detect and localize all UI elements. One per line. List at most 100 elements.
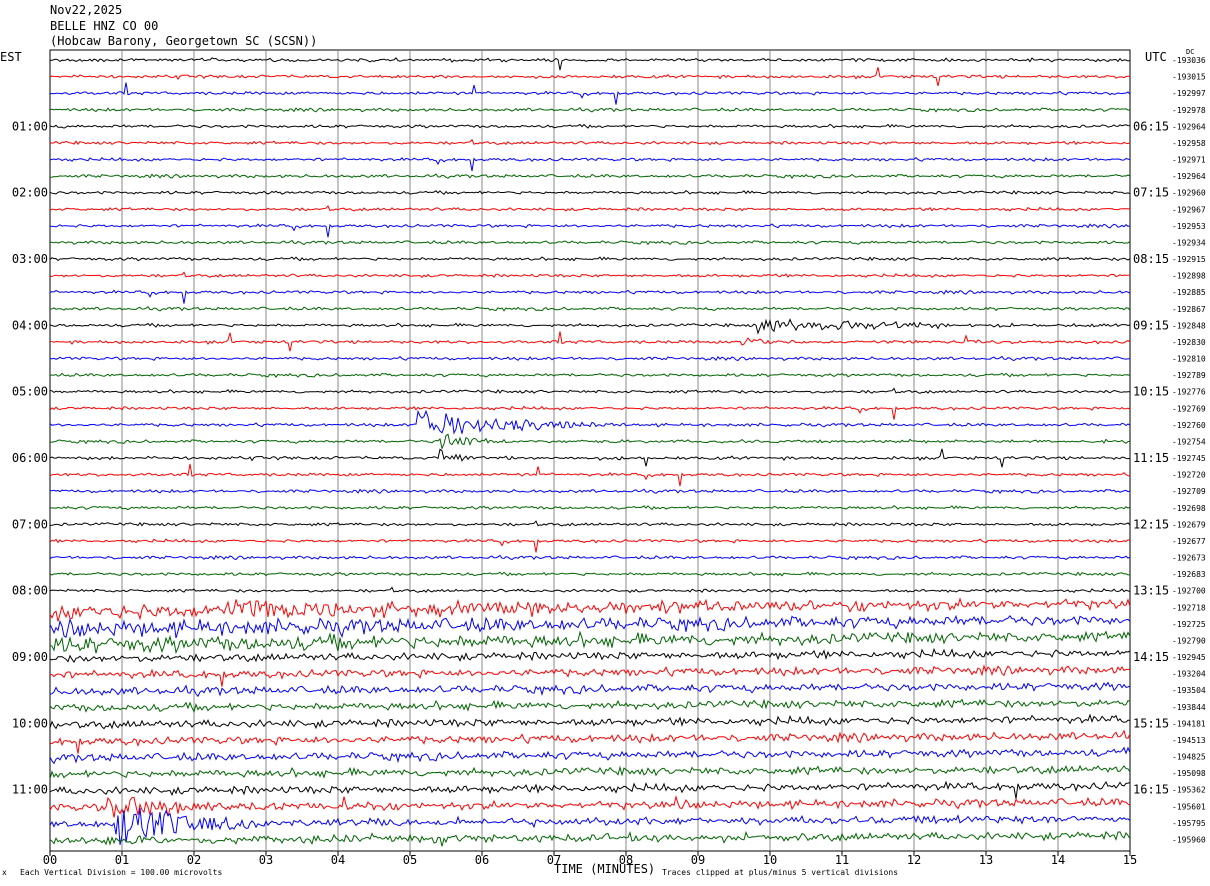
clip-note: Traces clipped at plus/minus 5 vertical … — [662, 868, 899, 877]
x-tick-label-14: 14 — [1051, 853, 1065, 867]
dc-offset-label-19: -192789 — [1172, 371, 1206, 380]
dc-offset-label-5: -192958 — [1172, 139, 1206, 148]
trace-25 — [49, 463, 1131, 487]
trace-38 — [49, 681, 1131, 698]
scale-note: Each Vertical Division = 100.00 microvol… — [20, 868, 223, 877]
trace-47 — [49, 830, 1131, 847]
trace-31 — [49, 571, 1131, 577]
x-tick-label-05: 05 — [403, 853, 417, 867]
trace-0 — [49, 57, 1131, 71]
x-axis-title: TIME (MINUTES) — [554, 862, 656, 876]
dc-offset-label-22: -192760 — [1172, 421, 1206, 430]
dc-offset-label-44: -195362 — [1172, 786, 1206, 795]
dc-offset-label-9: -192967 — [1172, 205, 1206, 214]
dc-offset-label-28: -192679 — [1172, 520, 1206, 529]
right-hour-label-12:15: 12:15 — [1133, 517, 1169, 531]
trace-40 — [49, 713, 1131, 730]
left-hour-label-11:00: 11:00 — [12, 783, 48, 797]
trace-27 — [49, 505, 1131, 511]
dc-offset-label-25: -192720 — [1172, 471, 1206, 480]
x-tick-label-07: 07 — [547, 853, 561, 867]
dc-offset-label-34: -192725 — [1172, 620, 1206, 629]
trace-44 — [49, 780, 1131, 799]
right-hour-label-09:15: 09:15 — [1133, 318, 1169, 332]
left-hour-label-05:00: 05:00 — [12, 385, 48, 399]
trace-10 — [49, 223, 1131, 238]
trace-21 — [49, 405, 1131, 420]
left-hour-label-08:00: 08:00 — [12, 584, 48, 598]
dc-offset-label-36: -192945 — [1172, 653, 1206, 662]
trace-1 — [49, 67, 1131, 87]
dc-offset-label-12: -192915 — [1172, 255, 1206, 264]
dc-offset-label-40: -194181 — [1172, 719, 1206, 728]
right-hour-label-08:15: 08:15 — [1133, 252, 1169, 266]
trace-20 — [49, 387, 1130, 395]
dc-offset-label-46: -195795 — [1172, 819, 1206, 828]
trace-17 — [49, 331, 1131, 352]
dc-offset-label-16: -192848 — [1172, 321, 1206, 330]
dc-offset-label-26: -192709 — [1172, 487, 1206, 496]
left-hour-label-03:00: 03:00 — [12, 252, 48, 266]
dc-offset-label-31: -192683 — [1172, 570, 1206, 579]
dc-offset-label-13: -192898 — [1172, 272, 1206, 281]
dc-offset-label-47: -195960 — [1172, 835, 1206, 844]
left-hour-label-04:00: 04:00 — [12, 318, 48, 332]
right-hour-label-16:15: 16:15 — [1133, 783, 1169, 797]
trace-45 — [49, 795, 1131, 818]
trace-43 — [49, 764, 1131, 779]
trace-42 — [49, 746, 1131, 765]
trace-36 — [49, 647, 1131, 664]
trace-4 — [49, 123, 1131, 129]
trace-22 — [49, 409, 1131, 435]
trace-15 — [49, 305, 1131, 312]
trace-26 — [49, 488, 1131, 495]
x-tick-label-13: 13 — [979, 853, 993, 867]
dc-offset-label-29: -192677 — [1172, 537, 1206, 546]
dc-offset-label-45: -195601 — [1172, 802, 1206, 811]
trace-13 — [49, 271, 1131, 278]
right-hour-label-06:15: 06:15 — [1133, 119, 1169, 133]
trace-39 — [49, 698, 1131, 714]
x-tick-label-02: 02 — [187, 853, 201, 867]
trace-16 — [49, 318, 1131, 335]
trace-18 — [49, 355, 1131, 362]
trace-14 — [49, 289, 1131, 304]
dc-offset-label-10: -192953 — [1172, 222, 1206, 231]
dc-offset-label-24: -192745 — [1172, 454, 1206, 463]
trace-37 — [49, 664, 1131, 687]
left-timezone-label: EST — [0, 50, 22, 64]
x-tick-label-15: 15 — [1123, 853, 1137, 867]
x-tick-label-10: 10 — [763, 853, 777, 867]
plot-frame — [49, 49, 1131, 852]
trace-19 — [49, 372, 1131, 378]
dc-offset-label-38: -193504 — [1172, 686, 1206, 695]
dc-offset-label-23: -192754 — [1172, 437, 1206, 446]
dc-offset-label-39: -193844 — [1172, 703, 1206, 712]
plot-date: Nov22,2025 — [50, 3, 123, 17]
x-tick-label-04: 04 — [331, 853, 345, 867]
trace-11 — [49, 239, 1131, 246]
dc-offset-label-42: -194825 — [1172, 753, 1206, 762]
x-tick-label-03: 03 — [259, 853, 273, 867]
dc-offset-label-1: -193015 — [1172, 73, 1206, 82]
right-hour-label-15:15: 15:15 — [1133, 716, 1169, 730]
trace-7 — [49, 173, 1131, 179]
trace-34 — [49, 614, 1131, 639]
dc-offset-label-11: -192934 — [1172, 238, 1206, 247]
trace-41 — [49, 729, 1131, 754]
trace-30 — [49, 554, 1131, 561]
trace-8 — [49, 189, 1131, 196]
dc-offset-label-6: -192971 — [1172, 156, 1206, 165]
left-hour-label-06:00: 06:00 — [12, 451, 48, 465]
trace-3 — [49, 106, 1131, 113]
dc-offset-label-20: -192776 — [1172, 388, 1206, 397]
trace-12 — [49, 256, 1131, 262]
dc-offset-label-17: -192830 — [1172, 338, 1206, 347]
x-tick-label-08: 08 — [619, 853, 633, 867]
dc-offset-label-35: -192790 — [1172, 636, 1206, 645]
station-location: (Hobcaw Barony, Georgetown SC (SCSN)) — [50, 34, 318, 48]
dc-offset-label-3: -192978 — [1172, 106, 1206, 115]
right-hour-label-07:15: 07:15 — [1133, 186, 1169, 200]
trace-23 — [49, 433, 1131, 451]
